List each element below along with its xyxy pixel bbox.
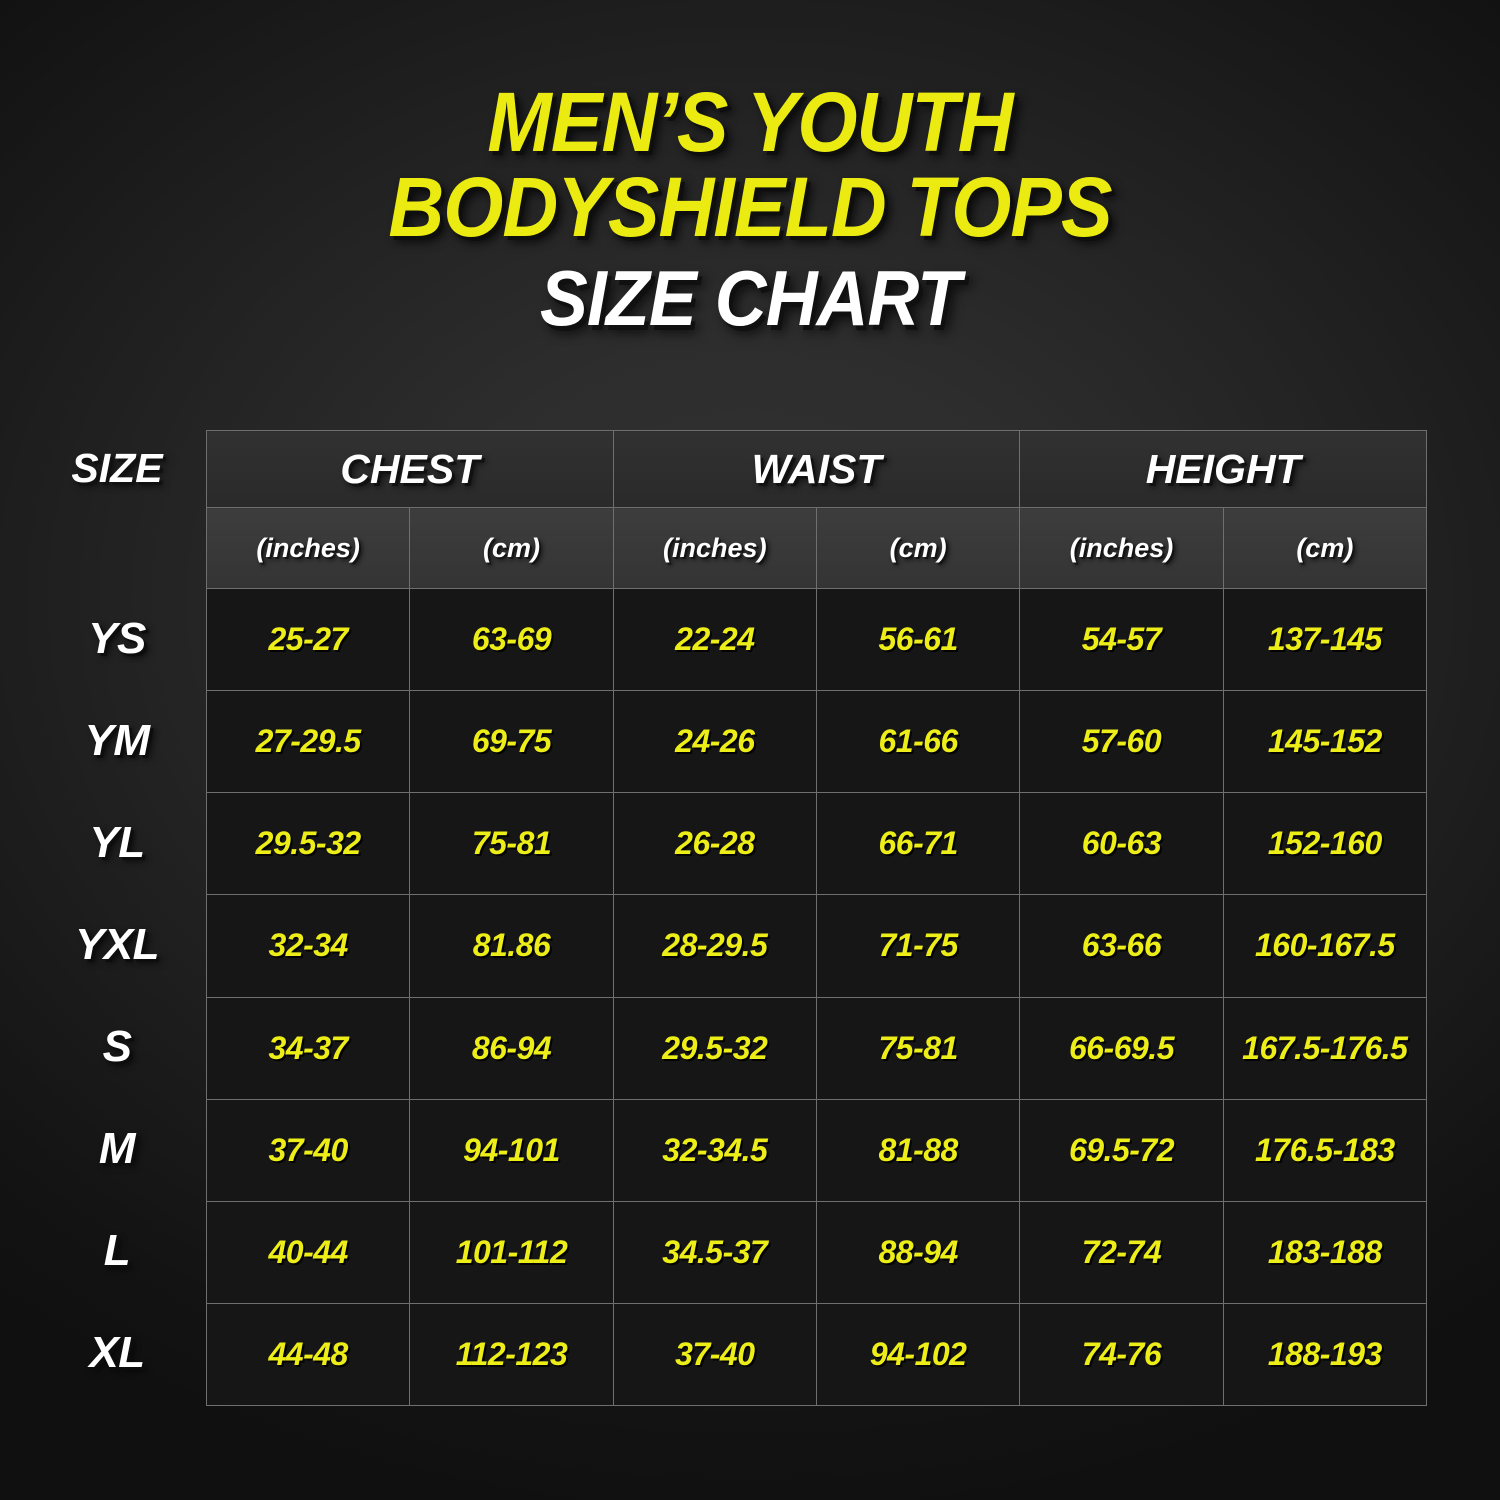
size-label-yxl: YXL bbox=[74, 920, 160, 969]
cell-height_cm: 160-167.5 bbox=[1222, 894, 1428, 998]
cell-waist_in: 26-28 bbox=[612, 792, 817, 896]
cell-waist_cm: 75-81 bbox=[815, 996, 1021, 1100]
cell-height_in: 74-76 bbox=[1019, 1302, 1224, 1407]
unit-header-chest-inches: (inches) bbox=[205, 507, 411, 589]
cell-chest_cm: 69-75 bbox=[409, 690, 614, 794]
cell-waist_cm: 56-61 bbox=[815, 587, 1021, 692]
unit-header-row: (inches) (cm) (inches) (cm) (inches) (cm… bbox=[205, 507, 1428, 589]
table-row: 37-40 94-101 32-34.5 81-88 69.5-72 176.5-183 bbox=[205, 1098, 1428, 1202]
unit-header-waist-cm: (cm) bbox=[815, 507, 1021, 589]
cell-height_cm: 183-188 bbox=[1222, 1200, 1428, 1304]
size-label-yl: YL bbox=[89, 818, 145, 867]
cell-chest_in: 25-27 bbox=[205, 587, 411, 692]
cell-height_cm: 137-145 bbox=[1222, 587, 1428, 692]
cell-height_in: 57-60 bbox=[1019, 690, 1224, 794]
cell-waist_in: 37-40 bbox=[612, 1302, 817, 1407]
cell-waist_in: 22-24 bbox=[612, 587, 817, 692]
cell-height_in: 72-74 bbox=[1019, 1200, 1224, 1304]
cell-waist_cm: 66-71 bbox=[815, 792, 1021, 896]
cell-chest_cm: 75-81 bbox=[409, 792, 614, 896]
cell-height_cm: 167.5-176.5 bbox=[1222, 996, 1428, 1100]
size-label-l: L bbox=[103, 1226, 131, 1275]
cell-height_in: 69.5-72 bbox=[1019, 1098, 1224, 1202]
cell-waist_cm: 88-94 bbox=[815, 1200, 1021, 1304]
table-row: 27-29.5 69-75 24-26 61-66 57-60 145-152 bbox=[205, 690, 1428, 794]
size-label-ys: YS bbox=[88, 614, 146, 663]
size-column-header: SIZE bbox=[71, 445, 163, 491]
cell-waist_cm: 94-102 bbox=[815, 1302, 1021, 1407]
cell-waist_in: 34.5-37 bbox=[612, 1200, 817, 1304]
cell-chest_in: 32-34 bbox=[205, 894, 411, 998]
cell-waist_in: 24-26 bbox=[612, 690, 817, 794]
size-label-ym: YM bbox=[84, 716, 151, 765]
title-line-2: BODYSHIELD TOPS bbox=[388, 160, 1112, 255]
cell-waist_cm: 71-75 bbox=[815, 894, 1021, 998]
size-label-s: S bbox=[102, 1022, 132, 1071]
cell-waist_in: 29.5-32 bbox=[612, 996, 817, 1100]
table-row: 40-44 101-112 34.5-37 88-94 72-74 183-188 bbox=[205, 1200, 1428, 1304]
group-header-row: CHEST WAIST HEIGHT bbox=[206, 430, 1427, 508]
table-row: 44-48 112-123 37-40 94-102 74-76 188-193 bbox=[205, 1302, 1428, 1407]
cell-height_in: 63-66 bbox=[1019, 894, 1224, 998]
title-block: MEN’S YOUTH BODYSHIELD TOPS SIZE CHART bbox=[0, 75, 1500, 342]
group-header-height: HEIGHT bbox=[1019, 430, 1427, 508]
cell-waist_in: 28-29.5 bbox=[612, 894, 817, 998]
size-label-m: M bbox=[98, 1124, 136, 1173]
table-row: 29.5-32 75-81 26-28 66-71 60-63 152-160 bbox=[205, 792, 1428, 896]
group-header-waist: WAIST bbox=[612, 430, 1021, 508]
unit-header-chest-cm: (cm) bbox=[409, 507, 614, 589]
cell-chest_in: 44-48 bbox=[205, 1302, 411, 1407]
unit-header-waist-inches: (inches) bbox=[612, 507, 817, 589]
unit-header-height-inches: (inches) bbox=[1019, 507, 1224, 589]
cell-waist_cm: 81-88 bbox=[815, 1098, 1021, 1202]
cell-chest_in: 29.5-32 bbox=[205, 792, 411, 896]
size-chart-table: CHEST WAIST HEIGHT (inches) (cm) (inches… bbox=[205, 430, 1428, 1407]
cell-height_in: 60-63 bbox=[1019, 792, 1224, 896]
size-label-xl: XL bbox=[89, 1328, 145, 1377]
cell-chest_in: 27-29.5 bbox=[205, 690, 411, 794]
table-row: 25-27 63-69 22-24 56-61 54-57 137-145 bbox=[205, 587, 1428, 692]
unit-header-height-cm: (cm) bbox=[1222, 507, 1428, 589]
table-row: 32-34 81.86 28-29.5 71-75 63-66 160-167.5 bbox=[205, 894, 1428, 998]
cell-chest_in: 37-40 bbox=[205, 1098, 411, 1202]
cell-waist_cm: 61-66 bbox=[815, 690, 1021, 794]
cell-chest_cm: 63-69 bbox=[409, 587, 614, 692]
cell-chest_in: 34-37 bbox=[205, 996, 411, 1100]
cell-height_in: 54-57 bbox=[1019, 587, 1224, 692]
title-line-3: SIZE CHART bbox=[539, 253, 961, 342]
cell-chest_in: 40-44 bbox=[205, 1200, 411, 1304]
cell-chest_cm: 112-123 bbox=[409, 1302, 614, 1407]
cell-height_cm: 145-152 bbox=[1222, 690, 1428, 794]
cell-height_in: 66-69.5 bbox=[1019, 996, 1224, 1100]
cell-chest_cm: 94-101 bbox=[409, 1098, 614, 1202]
group-header-chest: CHEST bbox=[206, 430, 614, 508]
cell-height_cm: 152-160 bbox=[1222, 792, 1428, 896]
table-body: 25-27 63-69 22-24 56-61 54-57 137-145 27-29.5 6… bbox=[205, 587, 1428, 1407]
title-line-1: MEN’S YOUTH bbox=[487, 75, 1013, 169]
cell-chest_cm: 101-112 bbox=[409, 1200, 614, 1304]
table-head: CHEST WAIST HEIGHT (inches) (cm) (inches… bbox=[205, 430, 1428, 589]
cell-chest_cm: 86-94 bbox=[409, 996, 614, 1100]
cell-height_cm: 188-193 bbox=[1222, 1302, 1428, 1407]
cell-height_cm: 176.5-183 bbox=[1222, 1098, 1428, 1202]
cell-waist_in: 32-34.5 bbox=[612, 1098, 817, 1202]
table-row: 34-37 86-94 29.5-32 75-81 66-69.5 167.5-176.5 bbox=[205, 996, 1428, 1100]
cell-chest_cm: 81.86 bbox=[409, 894, 614, 998]
